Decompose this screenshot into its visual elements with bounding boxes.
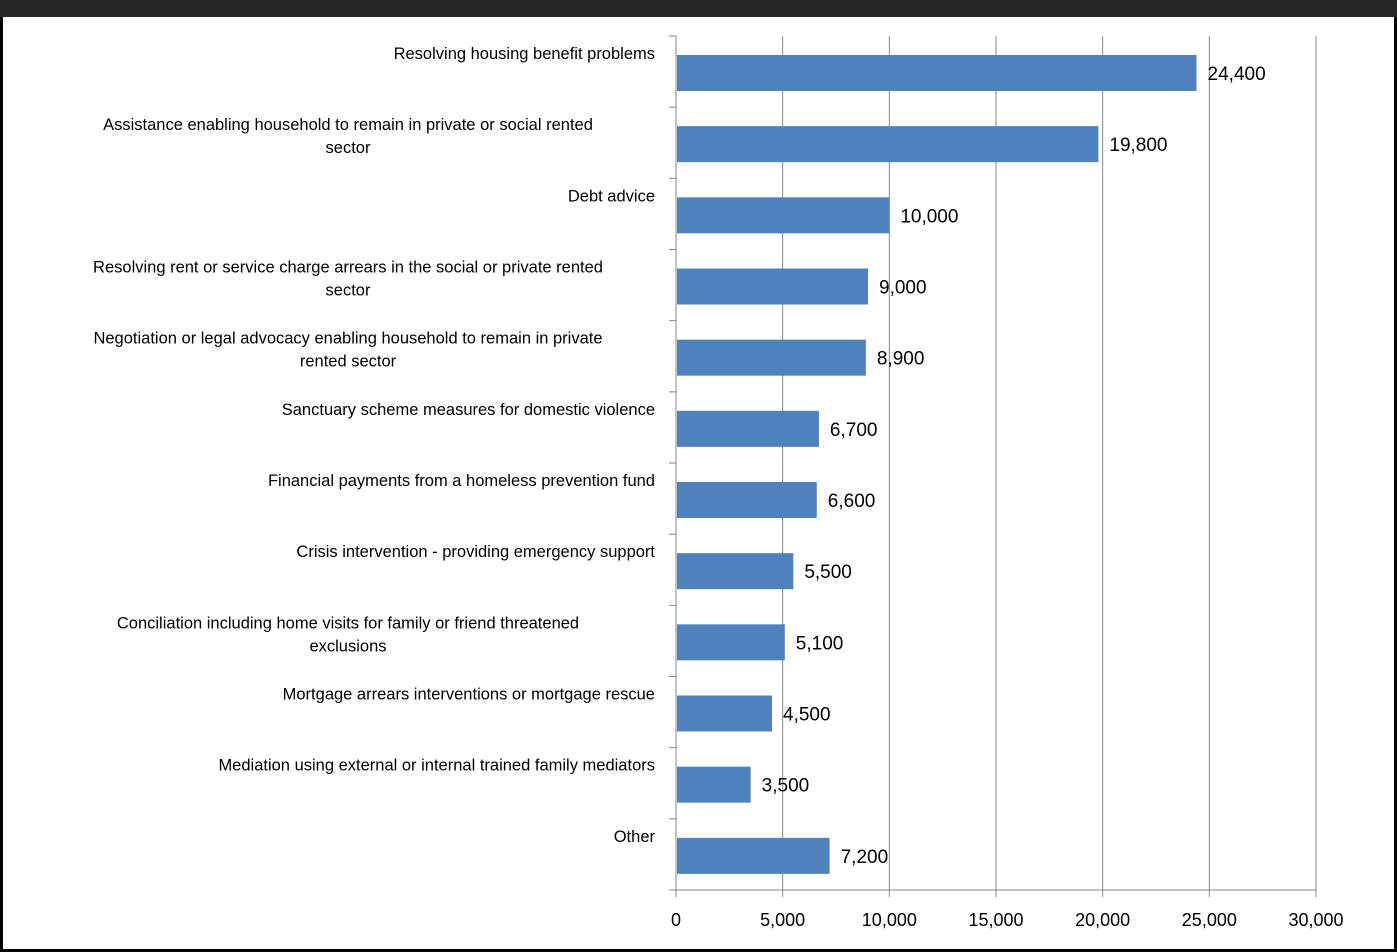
data-label: 24,400 (1208, 64, 1266, 85)
axes (669, 35, 1317, 897)
data-label: 4,500 (783, 705, 831, 726)
data-label: 5,500 (804, 562, 852, 583)
category-label: Financial payments from a homeless preve… (268, 472, 655, 490)
bar (677, 339, 866, 376)
data-label: 3,500 (762, 776, 810, 797)
data-label: 19,800 (1109, 135, 1167, 156)
category-label: Other (614, 828, 656, 846)
category-label: Mediation using external or internal tra… (218, 757, 655, 775)
category-label: Assistance enabling household to remain … (103, 116, 593, 157)
data-label: 6,700 (830, 420, 878, 441)
bar (677, 837, 830, 874)
category-label: Negotiation or legal advocacy enabling h… (93, 330, 602, 371)
bar (677, 410, 819, 447)
bar (677, 55, 1197, 91)
bars (677, 55, 1197, 874)
data-label: 10,000 (900, 206, 958, 227)
x-tick-label: 25,000 (1182, 910, 1237, 930)
bar (677, 268, 868, 305)
category-label: Crisis intervention - providing emergenc… (296, 543, 655, 561)
category-label: Conciliation including home visits for f… (117, 614, 579, 655)
grid-lines (782, 36, 1317, 890)
data-label: 5,100 (796, 633, 844, 654)
category-label: Sanctuary scheme measures for domestic v… (282, 401, 655, 419)
data-label: 9,000 (879, 278, 927, 299)
x-tick-label: 30,000 (1288, 910, 1343, 930)
category-label: Resolving rent or service charge arrears… (93, 259, 603, 300)
bar (677, 766, 751, 803)
x-tick-label: 0 (671, 910, 681, 930)
data-label: 8,900 (877, 349, 925, 370)
category-label: Debt advice (568, 187, 655, 205)
x-tick-label: 20,000 (1075, 910, 1130, 930)
bar (677, 197, 890, 234)
title-bar (0, 0, 1397, 17)
bar (677, 482, 817, 518)
data-label: 7,200 (841, 847, 889, 868)
data-label: 6,600 (828, 491, 876, 512)
labels: 0 5,000 10,000 15,000 20,000 25,000 30,000 24,4… (93, 45, 1343, 930)
x-tick-label: 5,000 (760, 910, 805, 930)
category-label: Resolving housing benefit problems (394, 45, 655, 63)
category-label: Mortgage arrears interventions or mortga… (283, 686, 655, 704)
x-tick-label: 10,000 (862, 910, 917, 930)
x-tick-label: 15,000 (968, 910, 1023, 930)
bar (677, 695, 772, 732)
bar (677, 624, 785, 661)
bar (677, 553, 794, 590)
bar (677, 126, 1099, 163)
